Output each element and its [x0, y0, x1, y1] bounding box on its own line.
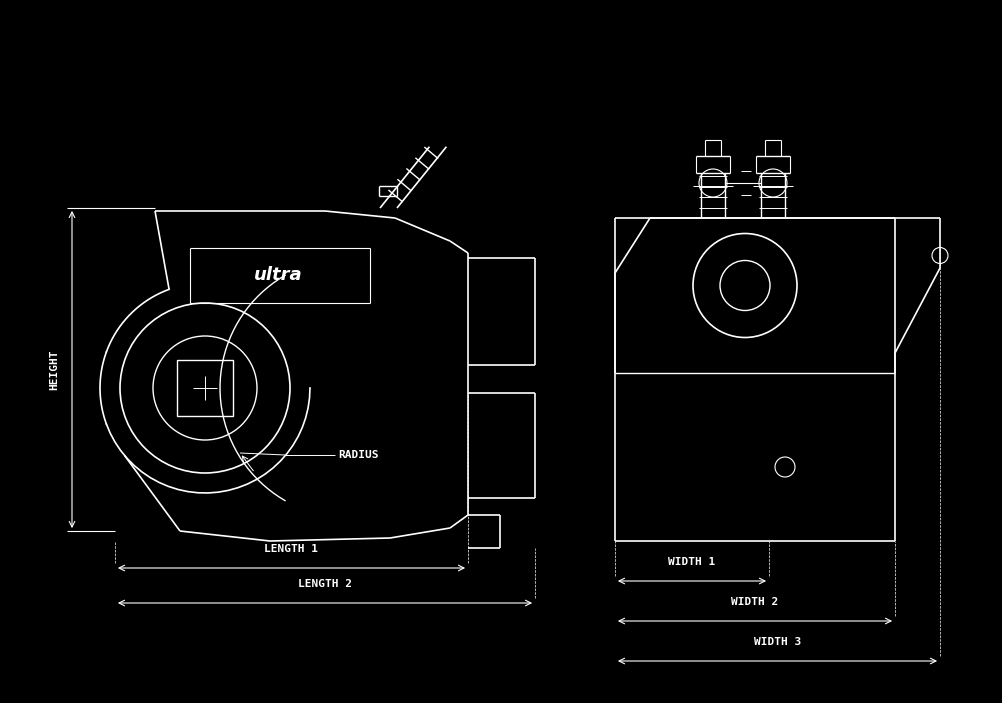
Text: WIDTH 2: WIDTH 2 — [730, 597, 778, 607]
Text: LENGTH 2: LENGTH 2 — [298, 579, 352, 589]
Text: HEIGHT: HEIGHT — [49, 349, 59, 389]
Text: RADIUS: RADIUS — [338, 450, 378, 460]
Text: LENGTH 1: LENGTH 1 — [265, 544, 319, 554]
Text: WIDTH 3: WIDTH 3 — [754, 637, 801, 647]
Text: WIDTH 1: WIDTH 1 — [667, 557, 714, 567]
Text: ultra: ultra — [254, 266, 302, 284]
